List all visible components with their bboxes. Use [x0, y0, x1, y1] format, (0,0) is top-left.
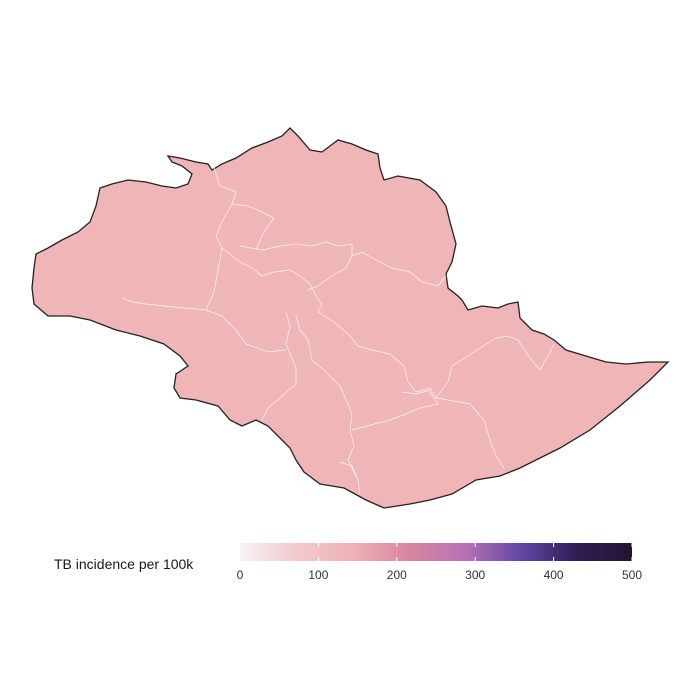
- district-borders: [121, 167, 555, 495]
- legend-tick-label: 0: [237, 568, 244, 582]
- legend-title: TB incidence per 100k: [54, 556, 194, 572]
- legend-tick-label: 300: [465, 568, 485, 582]
- legend-tick-label: 500: [622, 568, 642, 582]
- legend-tick-label: 100: [308, 568, 328, 582]
- region-outline: [31, 127, 670, 509]
- legend-tick-label: 400: [544, 568, 564, 582]
- legend-colorbar: [240, 543, 632, 561]
- legend-tick-label: 200: [387, 568, 407, 582]
- region-area: [31, 127, 670, 509]
- legend-ticks: 0 100 200 300 400 500: [237, 543, 642, 582]
